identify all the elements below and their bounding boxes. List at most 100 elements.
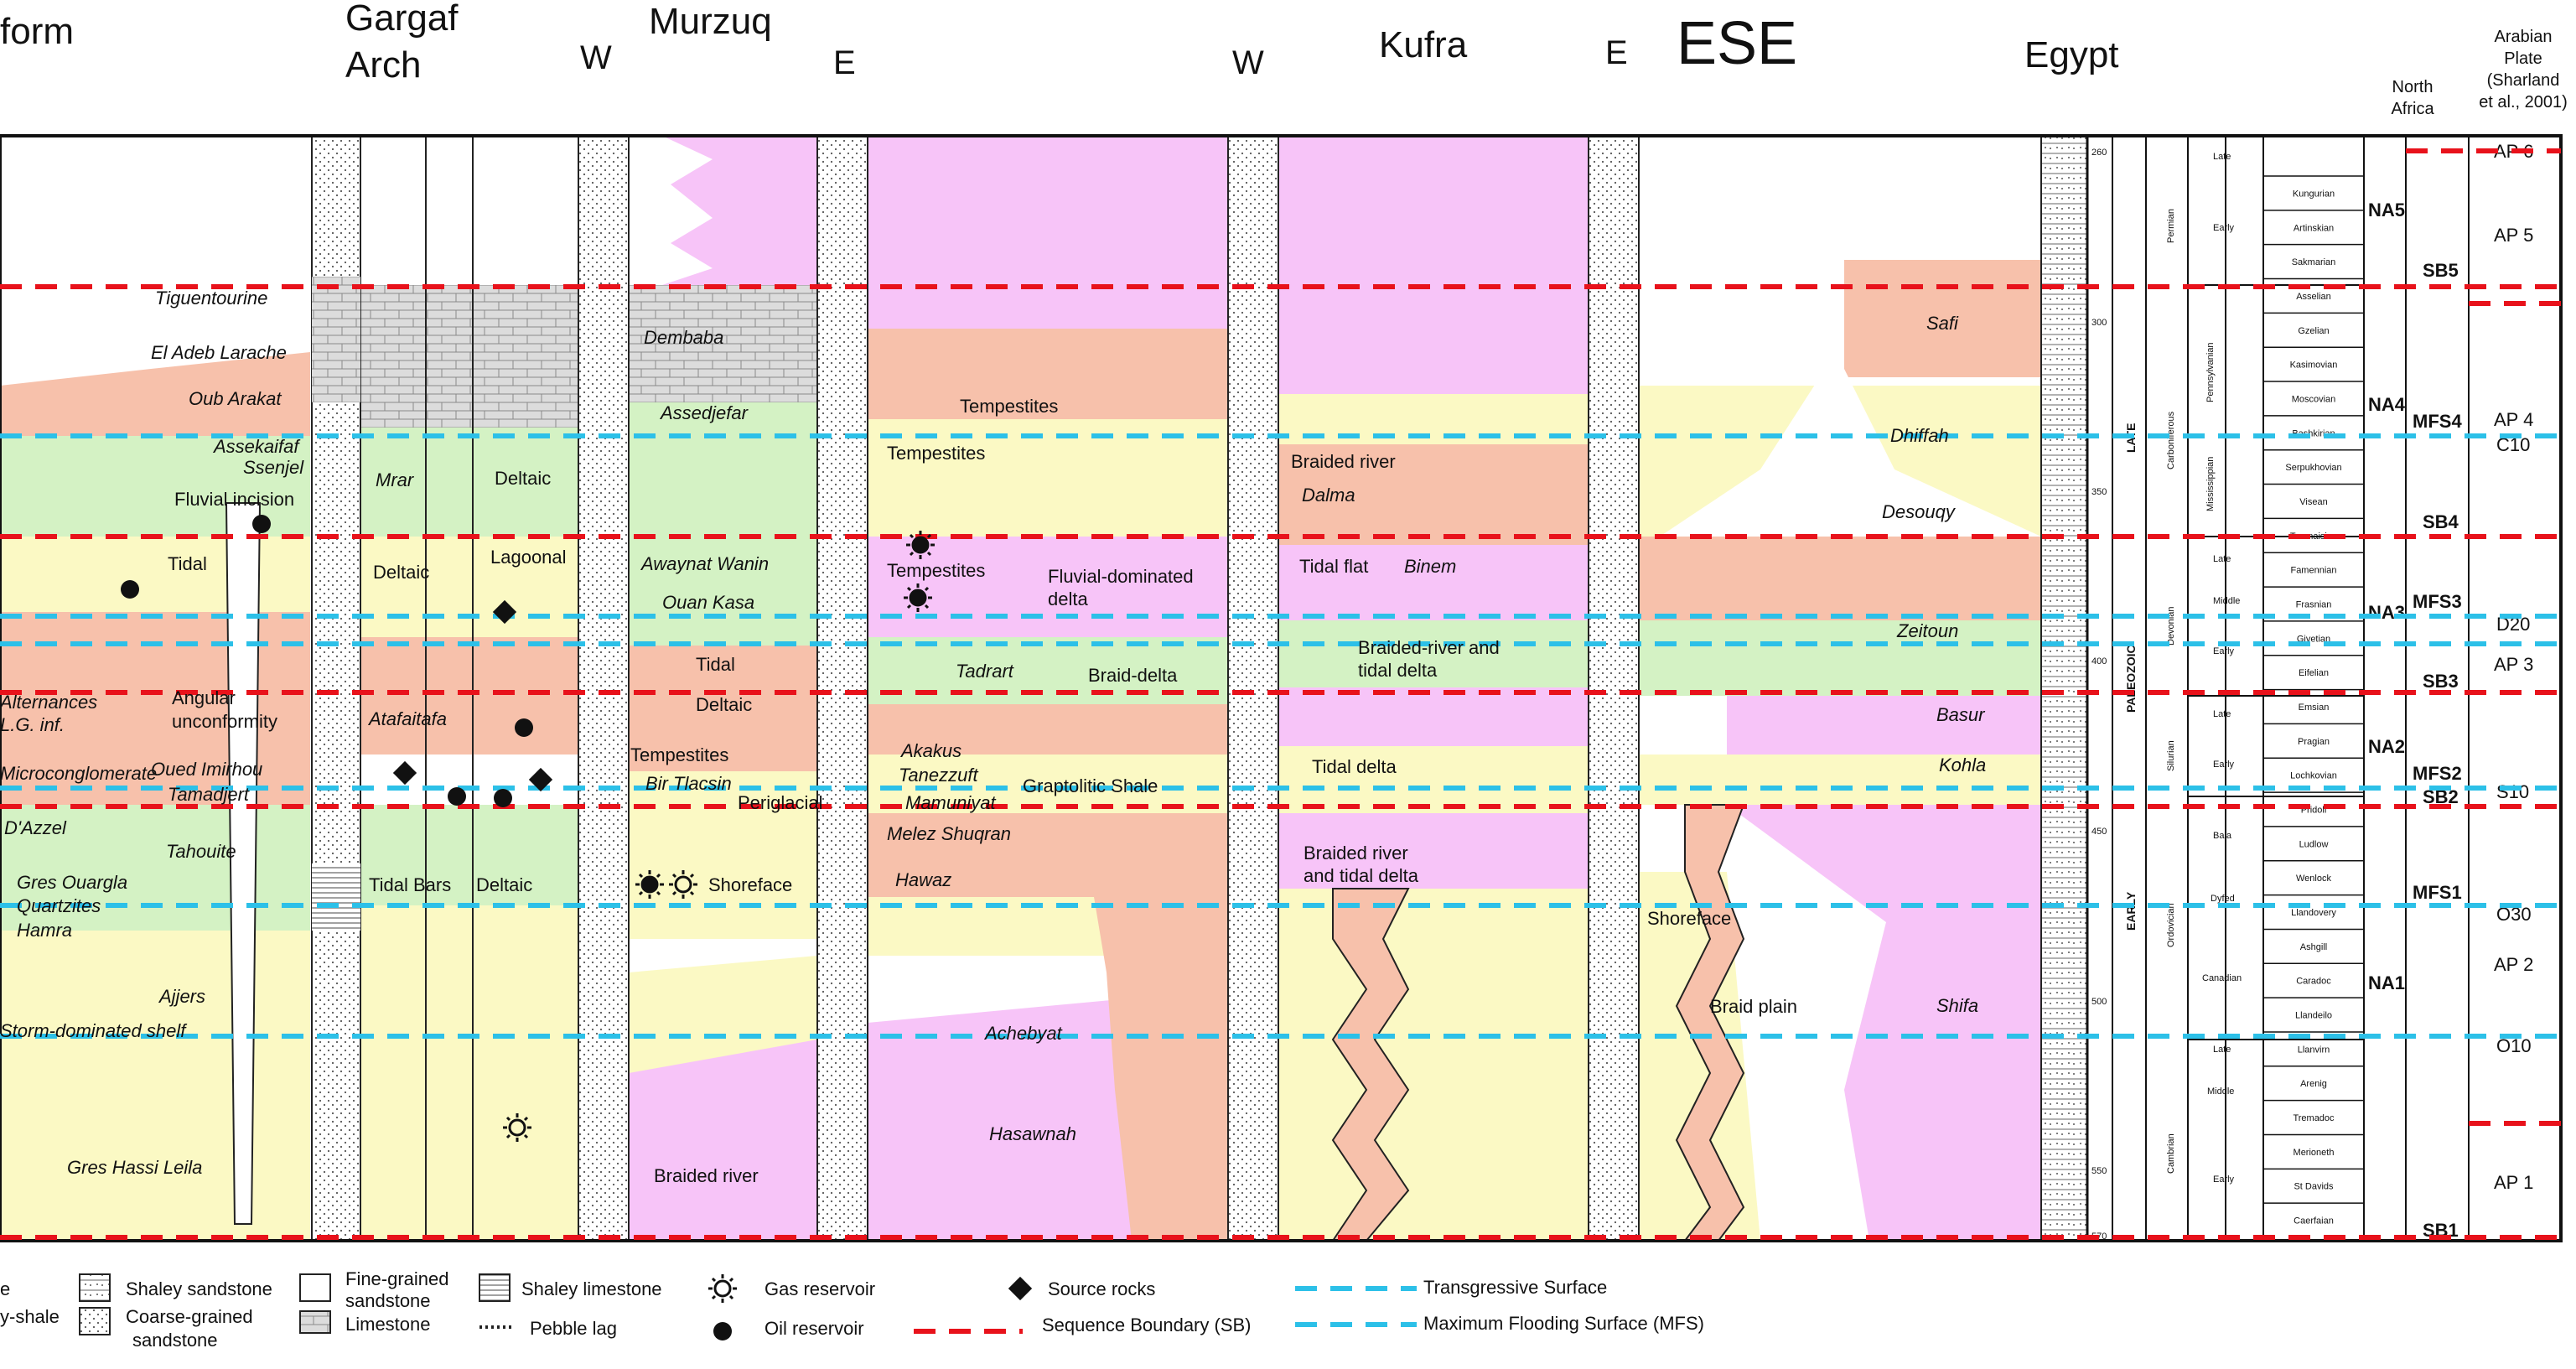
stage-label: Lochkovian bbox=[2290, 771, 2337, 781]
header-arabian-1: Arabian bbox=[2495, 28, 2553, 46]
chart-frame bbox=[0, 134, 2563, 1242]
legend-source-rock-icon bbox=[1008, 1276, 1033, 1301]
unit-label: Tidal bbox=[696, 654, 735, 675]
gas-reservoir-icon bbox=[906, 531, 935, 559]
header-arabian-4: et al., 2001) bbox=[2479, 93, 2568, 111]
stage-label: Llandovery bbox=[2291, 908, 2336, 918]
fill-left-green-2 bbox=[0, 805, 310, 931]
fill-gargaf-brick bbox=[360, 285, 578, 428]
stage-label: Merioneth bbox=[2294, 1148, 2335, 1158]
time-scale: 260 300 350 400 450 500 550 570 LATE PAL… bbox=[2086, 136, 2470, 1242]
unit-label: Storm-dominated shelf bbox=[0, 1020, 188, 1041]
fill-egypt-green bbox=[1639, 620, 2041, 696]
unit-label: Braid plain bbox=[1710, 996, 1797, 1017]
stage-label: Emsian bbox=[2299, 703, 2330, 713]
fill-me-pink-wedge bbox=[1090, 872, 1228, 1241]
fill-murzuq-yellow bbox=[629, 771, 817, 939]
unit-label: and tidal delta bbox=[1304, 865, 1419, 886]
mfs2: MFS2 bbox=[2413, 763, 2462, 784]
oil-reservoir-icon bbox=[515, 718, 533, 737]
header-arch: Arch bbox=[345, 44, 421, 86]
sub-cam-early: Early bbox=[2213, 1175, 2235, 1185]
stage-list: Kungurian Artinskian Sakmarian Asselian Gzel… bbox=[2263, 175, 2364, 1226]
header-egypt: Egypt bbox=[2024, 34, 2119, 75]
unit-label: Melez Shuqran bbox=[887, 823, 1011, 844]
period-carboniferous: Carboniferous bbox=[2166, 411, 2176, 469]
unit-label: Tahouite bbox=[166, 841, 236, 862]
fill-me-pink-a bbox=[868, 319, 1228, 419]
unit-label: Kohla bbox=[1939, 755, 1986, 775]
strip-murzuq-w bbox=[578, 135, 630, 1242]
strip-kufra-w bbox=[1227, 135, 1279, 1242]
unit-label: Bir Tlacsin bbox=[645, 773, 732, 794]
unit-label: Braided river bbox=[654, 1165, 759, 1186]
unit-label: Hamra bbox=[17, 920, 72, 941]
header-north-africa-2: Africa bbox=[2391, 100, 2434, 118]
unit-label: Deltaic bbox=[476, 874, 532, 895]
stage-label: Frasnian bbox=[2296, 599, 2332, 609]
stage-label: Ashgill bbox=[2300, 942, 2327, 952]
sub-sil-late: Late bbox=[2213, 709, 2231, 719]
stage-label: Visean bbox=[2299, 497, 2327, 507]
stage-label: Wenlock bbox=[2296, 874, 2331, 884]
age-260: 260 bbox=[2091, 148, 2107, 158]
unit-label: Mamuniyat bbox=[905, 792, 996, 813]
fill-kufra-yellow-a bbox=[1278, 394, 1589, 444]
legend-label: Limestone bbox=[345, 1314, 431, 1335]
fill-gargaf-yellow bbox=[360, 537, 578, 637]
strip-murzuq-e bbox=[816, 135, 868, 1242]
gas-reservoir-icon bbox=[635, 870, 664, 899]
mfs1: MFS1 bbox=[2413, 882, 2462, 903]
legend-label: Shaley sandstone bbox=[126, 1278, 272, 1299]
na4: NA4 bbox=[2368, 394, 2406, 415]
era-early: EARLY bbox=[2124, 891, 2138, 931]
legend-label: y-shale bbox=[0, 1306, 60, 1327]
unit-label: Tempestites bbox=[630, 744, 728, 765]
unit-labels-egypt: Safi Dhiffah Desouqy Zeitoun Basur Kohla… bbox=[1647, 313, 1986, 1017]
stage-label: Pragian bbox=[2298, 737, 2330, 747]
legend-label: Source rocks bbox=[1048, 1278, 1155, 1299]
unit-label: Braid-delta bbox=[1088, 665, 1178, 686]
header-arabian-2: Plate bbox=[2504, 49, 2542, 68]
age-400: 400 bbox=[2091, 656, 2107, 666]
legend-label: Pebble lag bbox=[530, 1318, 617, 1339]
unit-label: Zeitoun bbox=[1896, 620, 1958, 641]
column-headers: form Gargaf Arch W Murzuq E W Kufra E ES… bbox=[0, 0, 2568, 118]
unit-label: Deltaic bbox=[373, 562, 429, 583]
ap1: AP 1 bbox=[2494, 1172, 2533, 1193]
legend-swatch-shaley-sandstone bbox=[79, 1273, 111, 1302]
legend-label: e bbox=[0, 1278, 10, 1299]
fill-gargaf-yellow-2 bbox=[360, 905, 578, 1241]
fill-kufra-pink bbox=[1278, 444, 1589, 545]
o10: O10 bbox=[2496, 1035, 2532, 1056]
ap4: AP 4 bbox=[2494, 409, 2533, 430]
unit-label: tidal delta bbox=[1358, 660, 1438, 681]
stage-label: Gzelian bbox=[2298, 326, 2329, 336]
legend-label: sandstone bbox=[132, 1330, 218, 1351]
unit-label: Deltaic bbox=[696, 694, 752, 715]
stage-label: Eifelian bbox=[2299, 668, 2329, 678]
ap5: AP 5 bbox=[2494, 225, 2533, 246]
unit-label: Periglacial bbox=[738, 792, 823, 813]
sub-ord-canadian: Canadian bbox=[2202, 973, 2242, 983]
unit-label: Desouqy bbox=[1882, 501, 1957, 522]
fill-me-yellow bbox=[868, 402, 1228, 537]
unit-label: Tanezzuft bbox=[899, 765, 978, 786]
unit-label: Ajjers bbox=[158, 986, 205, 1007]
legend-label: Oil reservoir bbox=[765, 1318, 864, 1339]
unit-label: Awaynat Wanin bbox=[640, 553, 769, 574]
fill-left-white-wedge bbox=[0, 285, 310, 386]
unit-label: Shifa bbox=[1936, 995, 1978, 1016]
unit-label: Braided river bbox=[1291, 451, 1396, 472]
age-550: 550 bbox=[2091, 1166, 2107, 1176]
sb5: SB5 bbox=[2423, 260, 2459, 281]
na3: NA3 bbox=[2368, 602, 2405, 623]
header-e-kufra: E bbox=[1605, 34, 1628, 71]
unit-label: L.G. inf. bbox=[0, 714, 65, 735]
unit-labels-left: Tiguentourine El Adeb Larache Oub Arakat… bbox=[0, 288, 304, 1178]
fill-murzuq-magenta-top bbox=[662, 136, 817, 285]
stage-label: Sakmarian bbox=[2292, 257, 2336, 267]
legend-label: Coarse-grained bbox=[126, 1306, 253, 1327]
fill-gargaf-pink bbox=[360, 637, 578, 755]
legend-label: Gas reservoir bbox=[765, 1278, 875, 1299]
